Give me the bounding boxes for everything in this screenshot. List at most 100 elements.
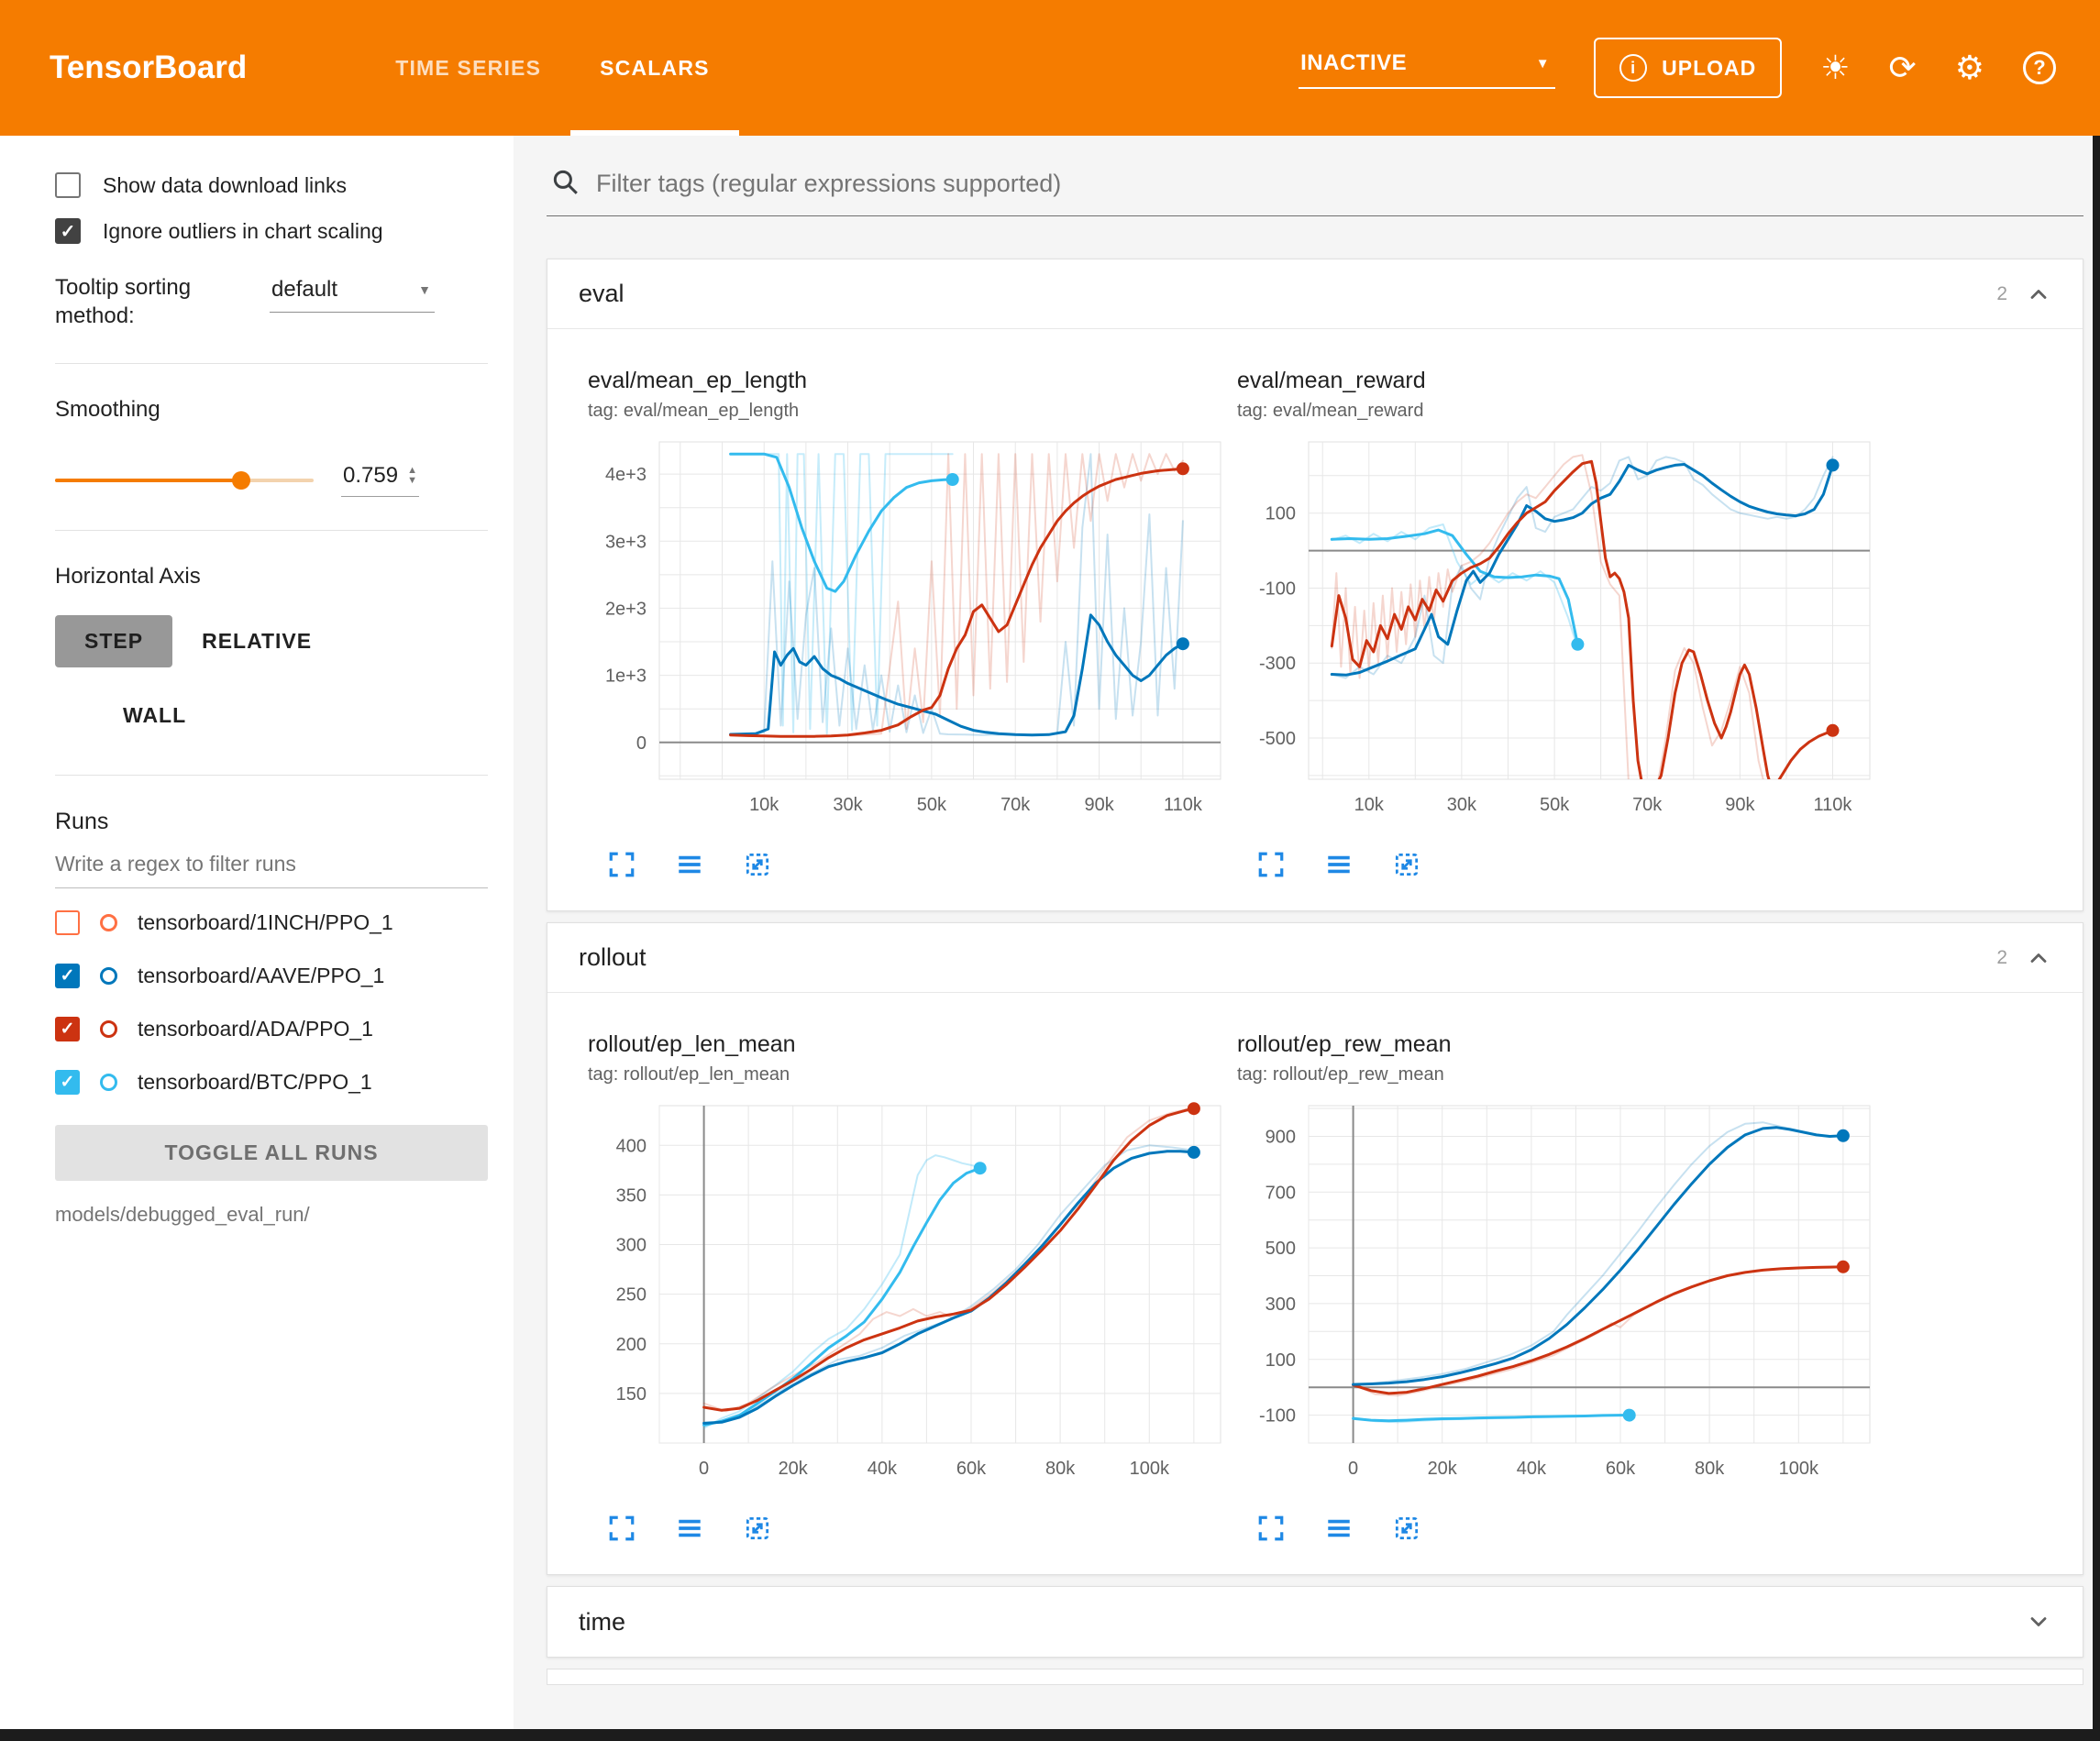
help-icon[interactable]: ? bbox=[2023, 51, 2056, 84]
chart-tag: tag: rollout/ep_len_mean bbox=[588, 1064, 790, 1085]
tab-scalars[interactable]: SCALARS bbox=[570, 0, 739, 136]
chart-plot[interactable]: 0 20k 40k 60k 80k 100k -100 100 300 500 700 900 bbox=[1237, 1095, 1886, 1499]
svg-text:80k: 80k bbox=[1045, 1459, 1076, 1479]
section-header-time[interactable]: time bbox=[547, 1587, 2083, 1657]
axis-option-step[interactable]: STEP bbox=[55, 615, 173, 667]
data-table-icon[interactable] bbox=[1323, 850, 1354, 881]
fit-domain-icon[interactable] bbox=[1391, 850, 1422, 881]
tooltip-sorting-label: Tooltip sorting method: bbox=[55, 275, 192, 328]
status-dropdown[interactable]: INACTIVE ▼ bbox=[1299, 47, 1556, 89]
brightness-icon[interactable]: ☀ bbox=[1820, 49, 1851, 86]
runs-filter-input[interactable] bbox=[55, 835, 488, 888]
svg-text:20k: 20k bbox=[779, 1459, 809, 1479]
run-checkbox[interactable]: ✓ bbox=[55, 1069, 80, 1095]
tab-time-series[interactable]: TIME SERIES bbox=[395, 55, 542, 80]
divider bbox=[55, 363, 488, 364]
fullscreen-icon[interactable] bbox=[606, 1514, 637, 1545]
axis-option-wall[interactable]: WALL bbox=[94, 689, 216, 742]
svg-text:50k: 50k bbox=[1540, 795, 1570, 815]
smoothing-label: Smoothing bbox=[55, 397, 160, 422]
chart-card-eval-mean-ep-length: eval/mean_ep_length tag: eval/mean_ep_len… bbox=[588, 368, 1237, 881]
slider-thumb[interactable] bbox=[232, 470, 251, 490]
run-label: tensorboard/AAVE/PPO_1 bbox=[138, 963, 385, 987]
svg-text:200: 200 bbox=[616, 1335, 647, 1355]
chevron-down-icon: ▼ bbox=[1535, 55, 1551, 72]
show-download-links-row[interactable]: Show data download links bbox=[55, 172, 488, 198]
smoothing-slider[interactable] bbox=[55, 470, 314, 490]
refresh-icon[interactable]: ⟳ bbox=[1888, 49, 1917, 86]
svg-text:1e+3: 1e+3 bbox=[605, 667, 647, 687]
ignore-outliers-row[interactable]: ✓ Ignore outliers in chart scaling bbox=[55, 218, 488, 244]
svg-text:100k: 100k bbox=[1779, 1459, 1819, 1479]
run-list: tensorboard/1INCH/PPO_1 ✓ tensorboard/AAVE… bbox=[55, 896, 488, 1108]
axis-option-relative[interactable]: RELATIVE bbox=[172, 615, 341, 667]
section-count: 2 bbox=[1996, 282, 2007, 304]
smoothing-value-field[interactable]: 0.759 ▲ ▼ bbox=[341, 463, 419, 497]
chart-plot[interactable]: 0 20k 40k 60k 80k 100k 150 200 250 300 350 400 bbox=[588, 1095, 1237, 1499]
toggle-all-runs-button[interactable]: TOGGLE ALL RUNS bbox=[55, 1125, 488, 1181]
chart-plot[interactable]: 10k 30k 50k 70k 90k 110k 100 -100 -300 -500 bbox=[1237, 431, 1886, 835]
data-table-icon[interactable] bbox=[1323, 1514, 1354, 1545]
fit-domain-icon[interactable] bbox=[742, 1514, 773, 1545]
run-row[interactable]: ✓ tensorboard/ADA/PPO_1 bbox=[55, 1002, 488, 1055]
data-table-icon[interactable] bbox=[674, 1514, 705, 1545]
svg-text:60k: 60k bbox=[1606, 1459, 1636, 1479]
svg-text:0: 0 bbox=[699, 1459, 709, 1479]
run-checkbox[interactable]: ✓ bbox=[55, 963, 80, 988]
fullscreen-icon[interactable] bbox=[606, 850, 637, 881]
svg-text:-500: -500 bbox=[1259, 729, 1296, 749]
run-checkbox[interactable]: ✓ bbox=[55, 1016, 80, 1041]
chart-title: rollout/ep_rew_mean bbox=[1237, 1031, 1452, 1057]
fullscreen-icon[interactable] bbox=[1255, 850, 1287, 881]
chart-card-eval-mean-reward: eval/mean_reward tag: eval/mean_reward 10k… bbox=[1237, 368, 1886, 881]
svg-text:30k: 30k bbox=[1447, 795, 1477, 815]
tag-filter-bar bbox=[547, 160, 2083, 216]
upload-button[interactable]: i UPLOAD bbox=[1594, 38, 1783, 98]
chart-toolbar bbox=[1255, 1514, 1886, 1545]
tag-filter-input[interactable] bbox=[596, 170, 2076, 198]
chart-tag: tag: eval/mean_ep_length bbox=[588, 401, 800, 421]
chevron-up-icon[interactable] bbox=[2026, 281, 2051, 307]
chevron-down-icon[interactable] bbox=[2026, 1609, 2051, 1635]
upload-label: UPLOAD bbox=[1662, 55, 1757, 80]
settings-icon[interactable]: ⚙ bbox=[1954, 49, 1984, 86]
stepper-arrows[interactable]: ▲ ▼ bbox=[407, 465, 417, 486]
chart-toolbar bbox=[606, 1514, 1237, 1545]
run-label: tensorboard/BTC/PPO_1 bbox=[138, 1069, 372, 1094]
main-content: eval 2 eval/mean_ep_length tag: eval/mean_e… bbox=[514, 136, 2100, 1741]
app-title: TensorBoard bbox=[50, 50, 248, 85]
run-row[interactable]: ✓ tensorboard/BTC/PPO_1 bbox=[55, 1055, 488, 1108]
show-download-links-checkbox[interactable] bbox=[55, 172, 81, 198]
fullscreen-icon[interactable] bbox=[1255, 1514, 1287, 1545]
charts-row: rollout/ep_len_mean tag: rollout/ep_len_m… bbox=[547, 993, 2083, 1574]
svg-text:40k: 40k bbox=[868, 1459, 898, 1479]
chevron-up-icon[interactable] bbox=[2026, 945, 2051, 971]
checkbox-label: Ignore outliers in chart scaling bbox=[103, 218, 383, 243]
chart-plot[interactable]: 10k 30k 50k 70k 90k 110k 0 1e+3 2e+3 3e+3 4e+3 bbox=[588, 431, 1237, 835]
run-row[interactable]: tensorboard/1INCH/PPO_1 bbox=[55, 896, 488, 949]
data-table-icon[interactable] bbox=[674, 850, 705, 881]
section-count: 2 bbox=[1996, 946, 2007, 968]
run-row[interactable]: ✓ tensorboard/AAVE/PPO_1 bbox=[55, 949, 488, 1002]
fit-domain-icon[interactable] bbox=[1391, 1514, 1422, 1545]
section-header-eval[interactable]: eval 2 bbox=[547, 259, 2083, 329]
section-card-rollout: rollout 2 rollout/ep_len_mean tag: rollout/… bbox=[547, 922, 2083, 1575]
tooltip-sorting-dropdown[interactable]: default ▼ bbox=[270, 273, 435, 313]
app-header: TensorBoard TIME SERIES SCALARS INACTIVE… bbox=[0, 0, 2100, 136]
chart-tag: tag: rollout/ep_rew_mean bbox=[1237, 1064, 1444, 1085]
svg-text:40k: 40k bbox=[1517, 1459, 1547, 1479]
section-header-rollout[interactable]: rollout 2 bbox=[547, 923, 2083, 993]
ignore-outliers-checkbox[interactable]: ✓ bbox=[55, 218, 81, 244]
run-checkbox[interactable] bbox=[55, 909, 80, 935]
run-color-swatch bbox=[100, 1019, 117, 1038]
partially-visible-card bbox=[547, 1669, 2083, 1685]
fit-domain-icon[interactable] bbox=[742, 850, 773, 881]
search-icon bbox=[550, 167, 580, 201]
run-color-swatch bbox=[100, 966, 117, 985]
svg-text:700: 700 bbox=[1266, 1183, 1296, 1203]
charts-row: eval/mean_ep_length tag: eval/mean_ep_len… bbox=[547, 329, 2083, 910]
chart-title: eval/mean_ep_length bbox=[588, 368, 808, 393]
header-actions: INACTIVE ▼ i UPLOAD ☀ ⟳ ⚙ ? bbox=[1299, 0, 2100, 136]
run-color-swatch bbox=[100, 1073, 117, 1091]
